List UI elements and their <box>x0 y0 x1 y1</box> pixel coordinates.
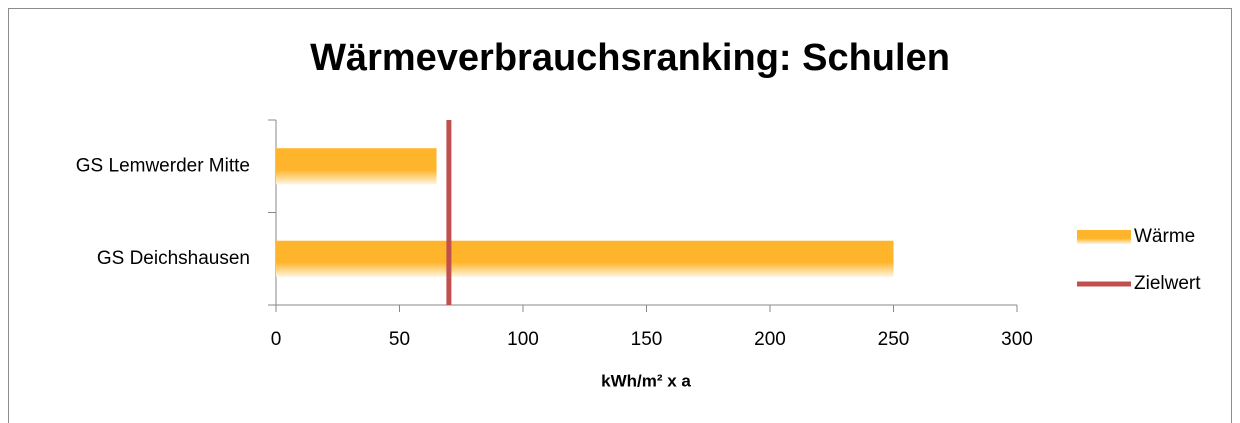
y-tick-label: GS Deichshausen <box>97 248 250 269</box>
legend-label: Wärme <box>1134 226 1195 247</box>
legend-label: Zielwert <box>1134 273 1201 294</box>
y-tick-label: GS Lemwerder Mitte <box>76 155 250 176</box>
chart-frame <box>8 8 1232 423</box>
x-tick-label: 300 <box>1001 329 1033 350</box>
x-tick-label: 200 <box>754 329 786 350</box>
x-tick-label: 0 <box>271 329 282 350</box>
x-tick-label: 100 <box>507 329 539 350</box>
bar <box>276 148 437 185</box>
bar <box>276 240 894 277</box>
chart-title: Wärmeverbrauchsranking: Schulen <box>310 37 950 79</box>
x-tick-label: 50 <box>389 329 410 350</box>
x-tick-label: 250 <box>878 329 910 350</box>
x-tick-label: 150 <box>631 329 663 350</box>
legend-swatch <box>1077 230 1131 244</box>
x-axis-label: kWh/m² x a <box>601 371 691 390</box>
